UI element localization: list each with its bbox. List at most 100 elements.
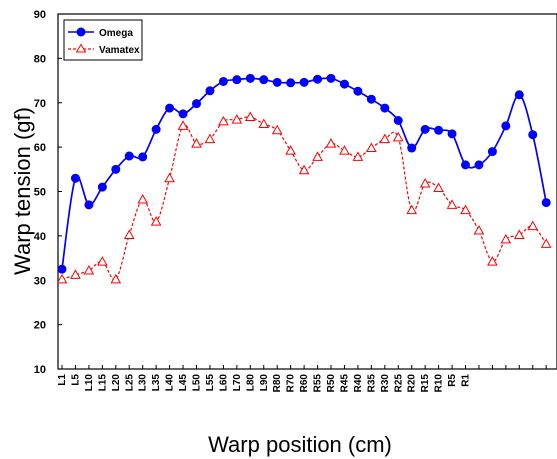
data-point-omega [393,116,403,125]
x-tick-label: L15 [97,374,108,392]
data-point-vamatex [500,233,512,244]
data-point-omega [420,124,430,134]
x-tick-label: R50 [326,374,337,393]
x-tick-label: L50 [192,374,203,392]
data-point-omega [272,77,282,87]
x-tick-label: R10 [434,374,445,393]
data-point-vamatex [285,145,297,155]
legend-vamatex-marker [75,43,87,53]
data-point-omega [232,75,242,85]
data-point-omega [165,103,175,113]
x-tick-label: L1 [57,374,68,386]
x-tick-label: L30 [138,374,149,392]
data-point-omega [299,77,309,87]
data-point-vamatex [513,229,525,239]
x-tick-label: L40 [165,374,176,392]
data-point-omega [407,143,417,153]
data-point-omega [353,86,363,96]
data-point-vamatex [83,264,95,275]
x-tick-label: L45 [178,374,189,392]
data-point-omega [474,160,484,170]
data-point-vamatex [218,115,229,126]
x-tick-label: R55 [313,374,324,393]
data-point-omega [326,73,336,83]
data-point-vamatex [419,177,431,188]
data-point-vamatex [339,145,350,155]
data-point-vamatex [164,172,175,183]
y-axis-ticks: 10 20 30 40 50 60 70 80 90 [34,9,62,376]
x-tick-label: L80 [245,374,256,392]
y-tick-label: 40 [34,231,46,243]
data-point-omega [447,129,457,139]
data-point-vamatex [58,273,68,284]
data-point-vamatex [473,225,485,235]
x-tick-label: L90 [259,374,270,392]
data-point-omega [84,200,94,210]
data-point-vamatex [231,114,243,124]
x-tick-label: R15 [420,374,431,393]
data-point-omega [528,130,538,140]
data-point-omega [514,90,524,100]
data-point-vamatex [137,193,149,204]
x-tick-label: R25 [393,374,404,393]
data-point-vamatex [177,120,189,130]
data-point-vamatex [325,138,337,148]
x-tick-label: L35 [151,374,162,392]
data-point-omega [313,74,323,84]
y-tick-label: 10 [34,364,46,376]
x-tick-label: R80 [272,374,283,393]
data-point-vamatex [527,220,539,231]
x-tick-label: R35 [366,374,377,393]
data-point-vamatex [298,164,310,175]
x-tick-label: R40 [353,374,364,393]
series-vamatex [58,111,552,284]
data-point-vamatex [312,151,323,161]
data-point-omega [124,151,134,161]
x-axis-ticks: L1 L5 L10 L15 L20 L25 L30 L35 L40 L45 L50 L55 L60 L70… [57,365,547,393]
data-point-vamatex [460,204,471,215]
legend-box [63,19,143,61]
legend-omega-marker [76,27,86,37]
data-point-omega [70,173,80,183]
data-point-vamatex [244,111,256,121]
data-point-omega [111,164,121,174]
data-point-vamatex [379,133,391,144]
x-tick-label: L5 [70,374,81,386]
data-point-vamatex [446,199,458,209]
data-point-omega [192,99,201,109]
y-tick-label: 50 [34,187,46,199]
x-tick-label: R1 [461,374,472,387]
data-point-omega [218,76,228,86]
data-point-vamatex [406,204,418,215]
data-point-omega [461,160,470,170]
x-tick-label: L60 [218,374,229,392]
data-point-omega [178,109,188,119]
series-omega [58,73,551,274]
data-point-vamatex [70,269,81,279]
data-point-omega [138,152,148,162]
data-point-omega [487,147,497,157]
series-layer [58,73,552,284]
plot-area [57,13,557,370]
data-point-omega [58,264,67,274]
y-tick-label: 90 [34,9,46,21]
data-point-vamatex [204,133,216,144]
data-point-vamatex [110,273,122,284]
legend-vamatex-label: Vamatex [99,45,140,56]
data-point-vamatex [191,138,202,148]
x-tick-label: R45 [339,374,350,393]
data-point-vamatex [150,216,162,226]
data-point-vamatex [487,256,498,266]
data-point-vamatex [271,124,283,135]
data-point-omega [245,73,255,83]
x-tick-label: R20 [407,374,418,393]
data-point-vamatex [123,229,135,239]
data-point-vamatex [540,238,552,248]
x-tick-label: L70 [232,374,243,392]
y-tick-label: 60 [34,142,46,154]
y-tick-label: 70 [34,98,46,110]
data-point-vamatex [433,182,444,192]
y-tick-label: 30 [34,275,46,287]
x-tick-label: L10 [84,374,95,392]
